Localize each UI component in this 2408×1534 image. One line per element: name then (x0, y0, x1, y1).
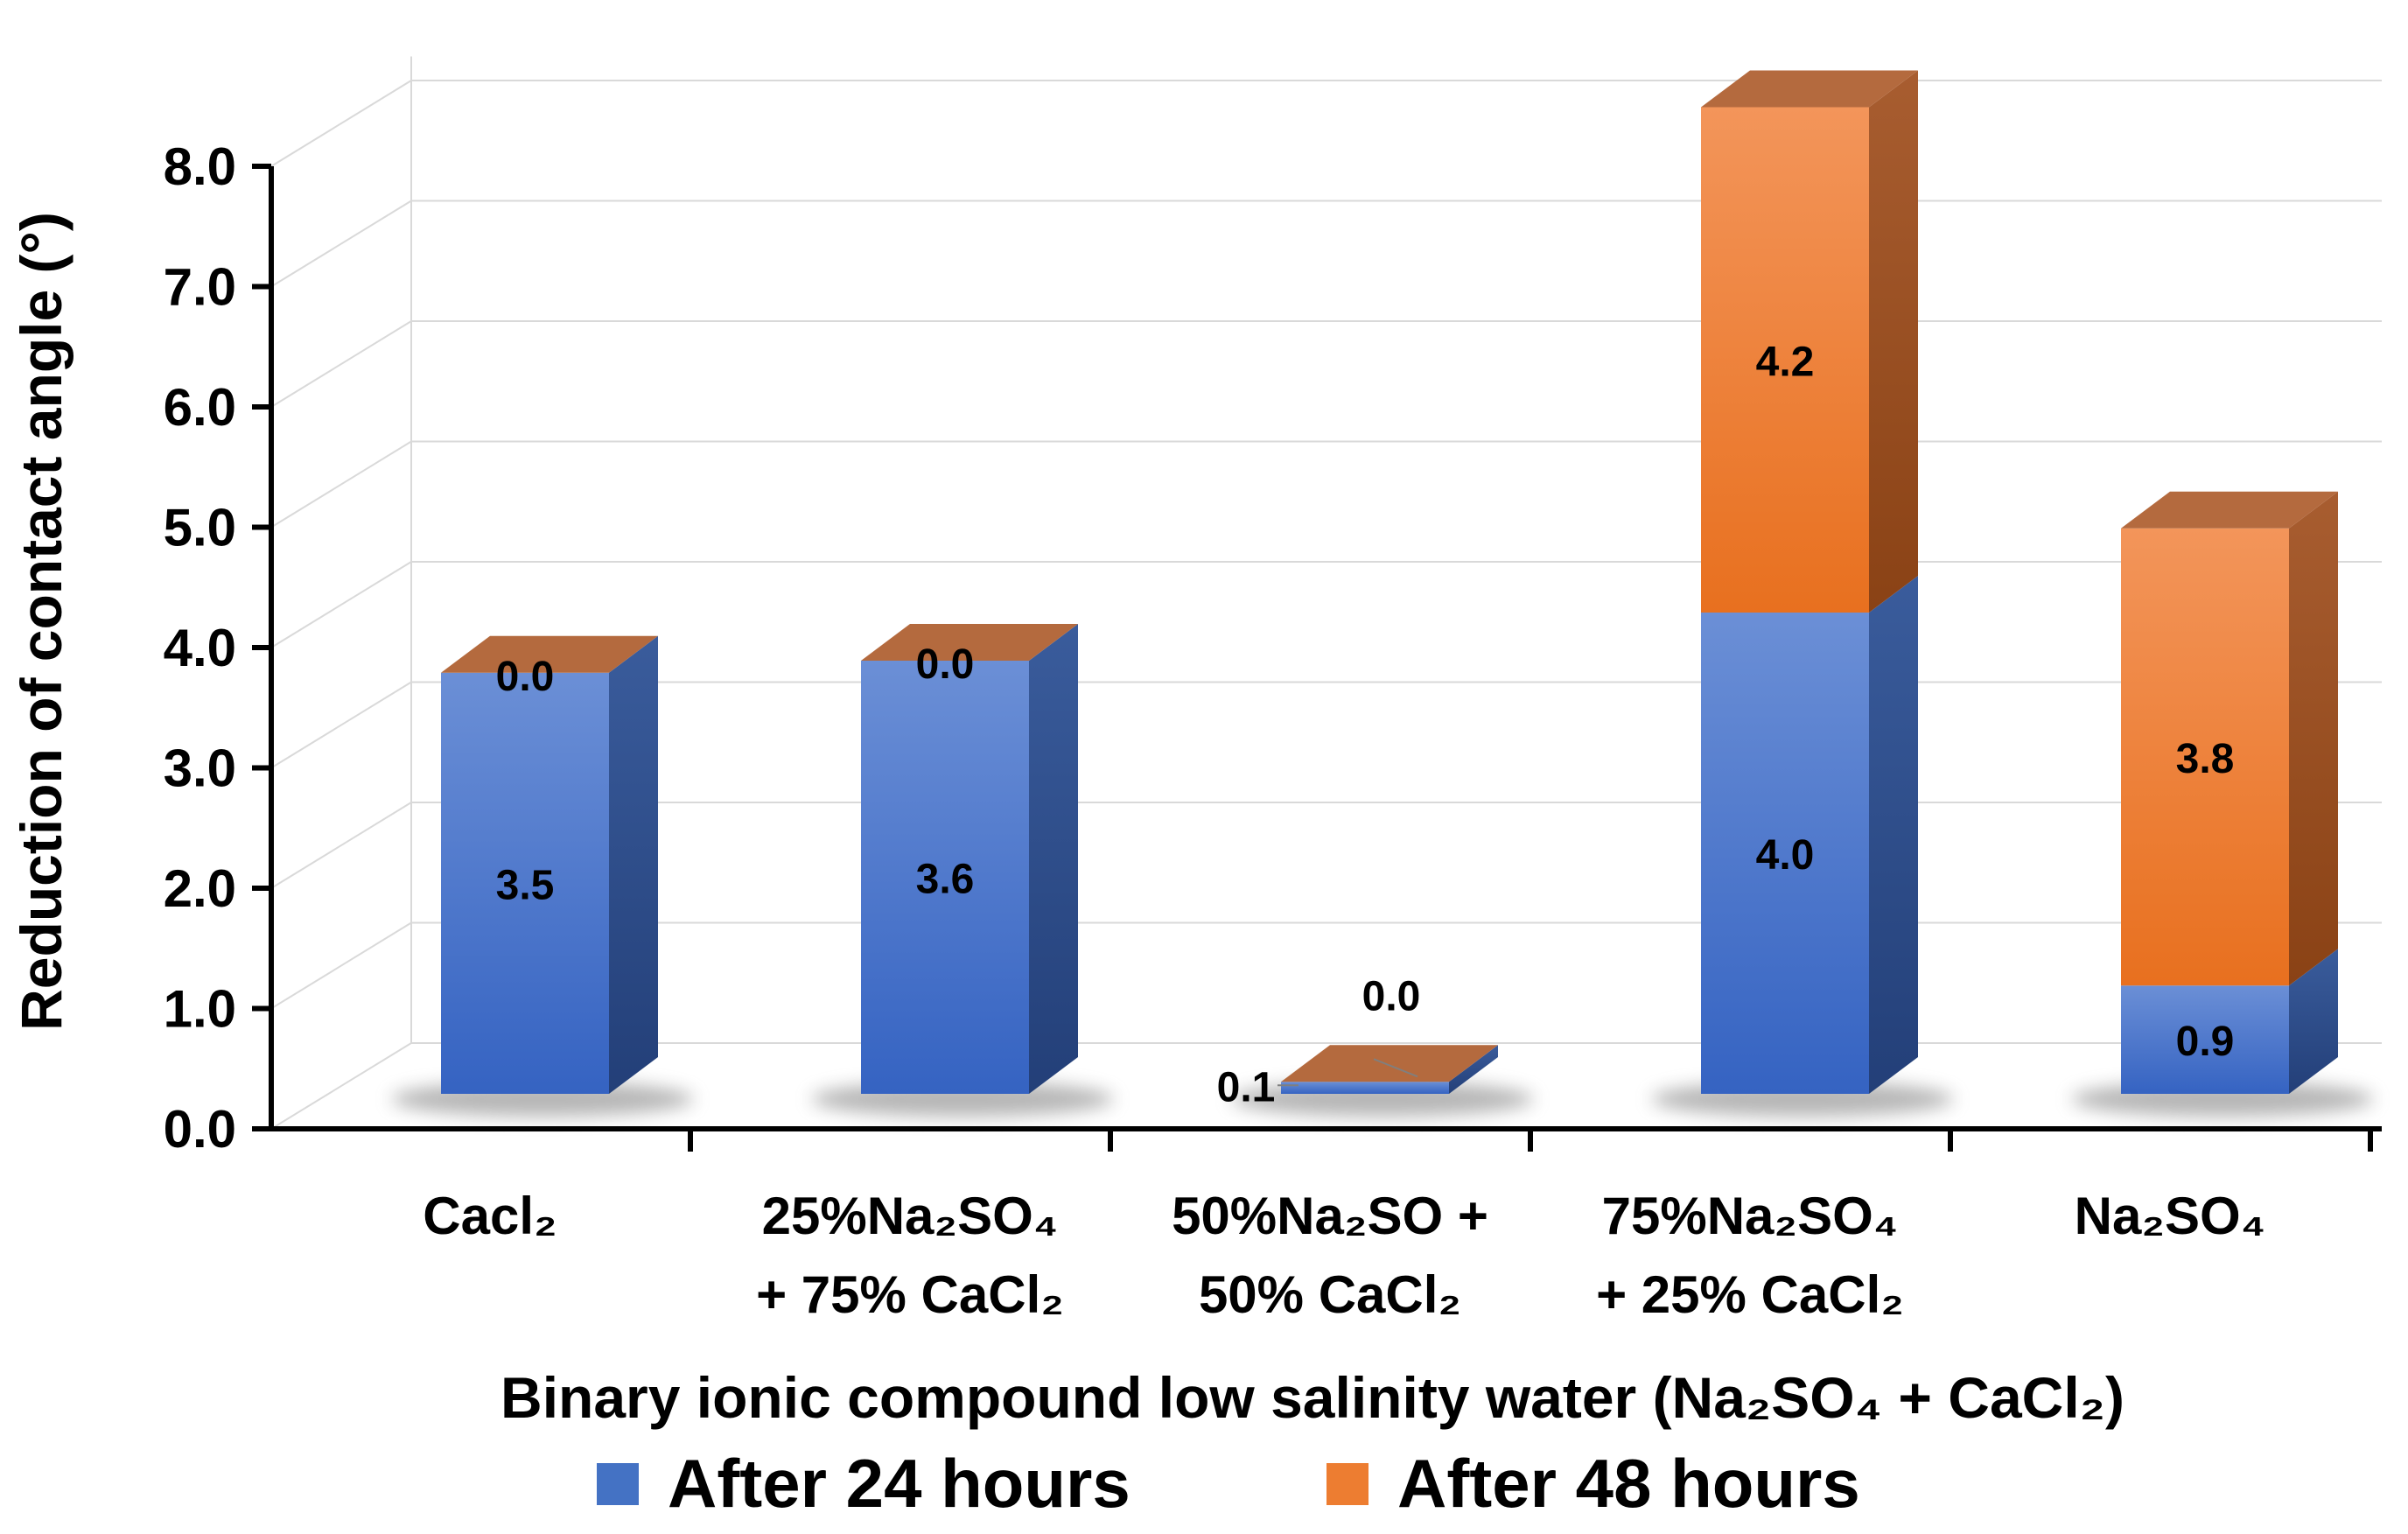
legend-swatch-24h (597, 1463, 639, 1505)
category-label: 50% CaCl₂ (1199, 1265, 1461, 1324)
data-label-48h: 0.0 (916, 641, 975, 688)
y-tick-label: 2.0 (164, 859, 236, 918)
bar-24h-side (1869, 576, 1918, 1094)
category-label: + 75% CaCl₂ (756, 1265, 1064, 1324)
bar-top-face (441, 635, 658, 673)
category-label: + 25% CaCl₂ (1596, 1265, 1904, 1324)
bar-48h-front (2121, 528, 2289, 986)
gridlines (270, 56, 2382, 1130)
data-label-48h: 0.0 (1362, 973, 1421, 1019)
bar-24h-front (2121, 985, 2289, 1094)
data-label-24h: 3.5 (496, 862, 555, 908)
gridline-diagonal (270, 80, 412, 167)
bar-stack (861, 624, 1078, 1094)
category-label: Cacl₂ (423, 1187, 556, 1245)
y-tick-label: 6.0 (164, 378, 236, 437)
bar-stack (1701, 70, 1918, 1094)
bar-top-face (2121, 491, 2338, 529)
data-label-24h: 3.6 (916, 857, 975, 903)
data-label-48h: 3.8 (2176, 736, 2235, 782)
gridline-diagonal (270, 440, 412, 529)
data-label-24h: 0.9 (2176, 1019, 2235, 1065)
data-label-48h: 0.0 (496, 654, 555, 700)
data-labels: 3.5 0.0 3.6 0.0 0.1 0.0 4.0 4.2 0.9 3.8 (496, 339, 2235, 1110)
gridline-diagonal (270, 561, 412, 648)
category-label: 75%Na₂SO₄ (1602, 1187, 1899, 1245)
bar-48h-side (1869, 70, 1918, 613)
gridline-diagonal (270, 802, 412, 889)
bar-top-face (1281, 1045, 1498, 1082)
bar-top-face (861, 624, 1078, 661)
gridline-diagonal (270, 320, 412, 408)
y-tick-labels: 0.0 1.0 2.0 3.0 4.0 5.0 6.0 7.0 8.0 (164, 137, 236, 1159)
data-label-48h: 4.2 (1756, 339, 1815, 385)
y-tick-label: 5.0 (164, 499, 236, 557)
x-axis-title: Binary ionic compound low salinity water… (500, 1365, 2124, 1430)
category-label: 50%Na₂SO + (1172, 1187, 1488, 1245)
category-label: Na₂SO₄ (2075, 1187, 2266, 1245)
bar-stack (441, 635, 658, 1094)
gridline-diagonal (270, 921, 412, 1010)
bar-24h-side (609, 635, 658, 1094)
bar-stack (1281, 1045, 1498, 1094)
bar-48h-side (2289, 491, 2338, 986)
y-tick-label: 0.0 (164, 1100, 236, 1159)
legend-swatch-48h (1326, 1463, 1368, 1505)
bar-24h-front (861, 661, 1029, 1094)
bar-24h-front (441, 672, 609, 1094)
y-axis-title: Reduction of contact angle (°) (9, 212, 74, 1031)
legend-item-48h: After 48 hours (1326, 1445, 1860, 1522)
y-tick-label: 3.0 (164, 739, 236, 798)
bar-24h-side (2289, 949, 2338, 1094)
category-label: 25%Na₂SO₄ (762, 1187, 1059, 1245)
legend: After 24 hours After 48 hours (597, 1445, 1860, 1522)
data-label-24h: 4.0 (1756, 832, 1815, 879)
y-tick-label: 4.0 (164, 619, 236, 677)
gridline-diagonal (270, 681, 412, 769)
bar-24h-front (1701, 613, 1869, 1094)
bar-24h-front (1281, 1082, 1449, 1094)
gridline-diagonal (270, 200, 412, 288)
y-tick-label: 8.0 (164, 137, 236, 196)
data-label-24h: 0.1 (1217, 1064, 1276, 1110)
axes (252, 164, 2382, 1152)
bar-24h-side (1449, 1045, 1498, 1094)
legend-item-24h: After 24 hours (597, 1445, 1130, 1522)
bars (441, 70, 2338, 1094)
y-tick-label: 7.0 (164, 258, 236, 317)
leader-line (1373, 1058, 1418, 1078)
category-labels: Cacl₂ 25%Na₂SO₄ + 75% CaCl₂ 50%Na₂SO + 50% C… (423, 1187, 2265, 1324)
legend-label-48h: After 48 hours (1397, 1445, 1860, 1522)
gridline-diagonal (270, 1042, 412, 1130)
bar-24h-side (1029, 624, 1078, 1094)
bar-48h-front (1701, 107, 1869, 613)
bar-top-face (1701, 70, 1918, 108)
legend-label-24h: After 24 hours (668, 1445, 1130, 1522)
bar-stack (2121, 491, 2338, 1094)
y-tick-label: 1.0 (164, 980, 236, 1039)
